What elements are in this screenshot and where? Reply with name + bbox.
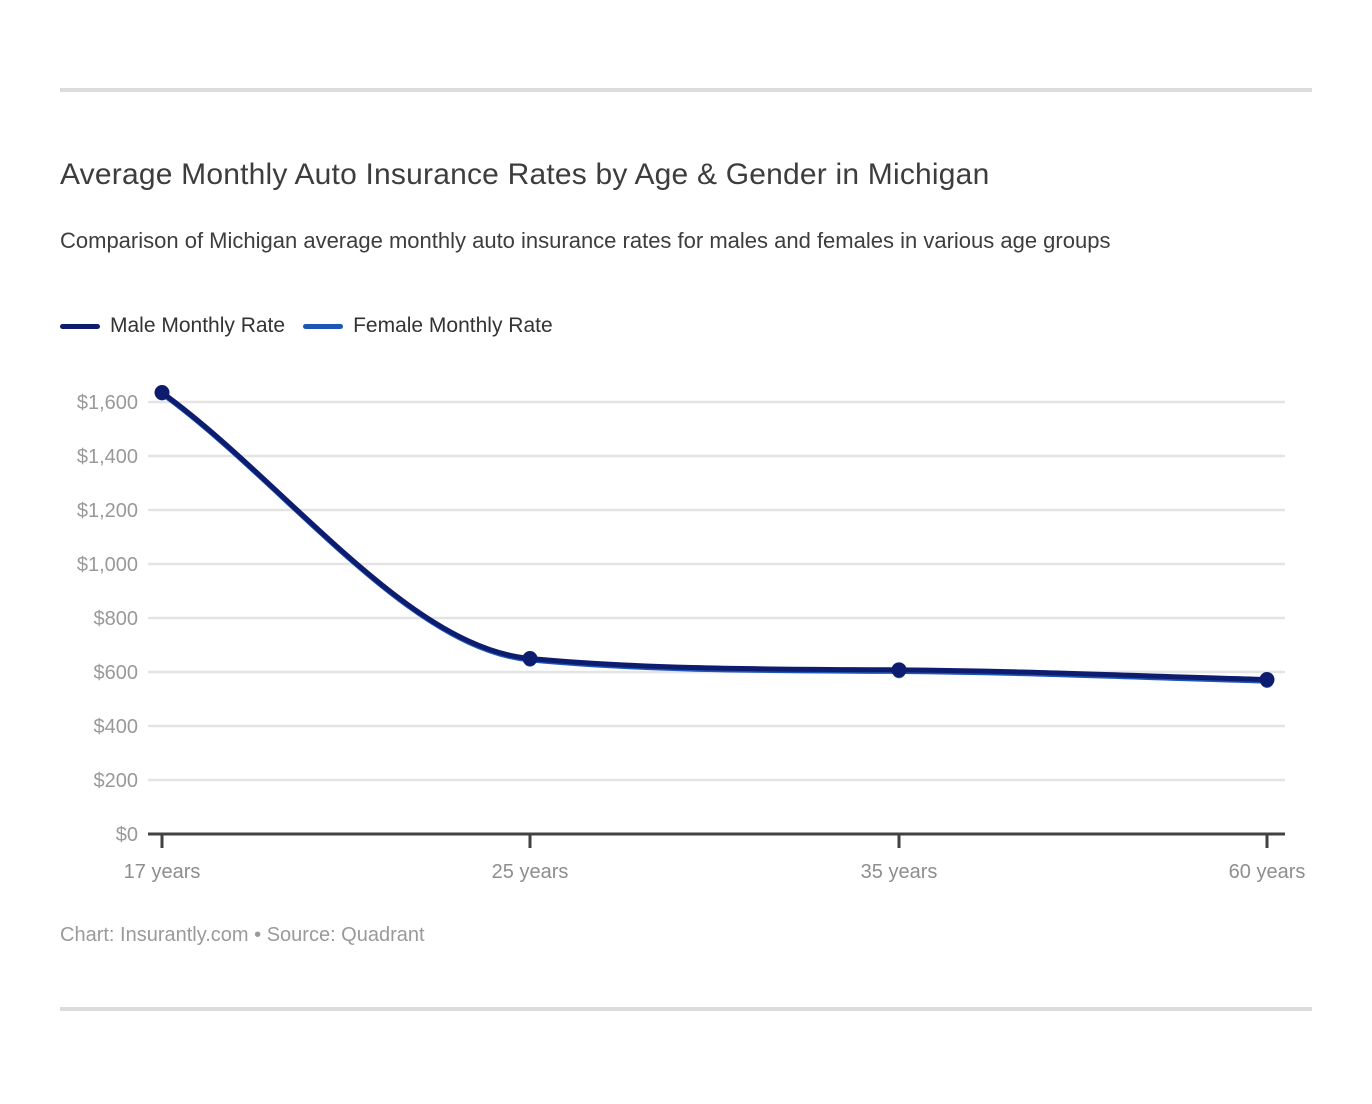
- x-tick-label: 35 years: [861, 861, 938, 883]
- gridlines: [148, 400, 1285, 782]
- male-rate-line: [159, 390, 1270, 683]
- page-subtitle: Comparison of Michigan average monthly a…: [60, 228, 1111, 253]
- y-tick-label: $400: [94, 716, 139, 738]
- legend: Male Monthly Rate Female Monthly Rate: [60, 314, 1312, 338]
- male-data-point[interactable]: [522, 651, 538, 666]
- y-tick-label: $1,200: [77, 500, 138, 522]
- legend-item-male[interactable]: Male Monthly Rate: [60, 314, 285, 338]
- x-tick-label: 25 years: [492, 861, 569, 883]
- legend-label-male: Male Monthly Rate: [110, 314, 286, 337]
- line-chart: $0 $200 $400 $600 $800 $1,000 $1,200 $1,400 $1,6…: [77, 385, 1306, 883]
- male-data-point[interactable]: [1259, 672, 1275, 688]
- y-tick-label: $1,600: [77, 392, 138, 414]
- y-axis-labels: $0 $200 $400 $600 $800 $1,000 $1,200 $1,400 $1,6…: [77, 392, 138, 846]
- y-tick-label: $200: [94, 770, 139, 792]
- legend-item-female[interactable]: Female Monthly Rate: [303, 314, 553, 338]
- y-tick-label: $0: [116, 824, 138, 846]
- x-tick-label: 60 years: [1229, 861, 1306, 883]
- series-female: [155, 387, 1274, 688]
- series-male: [154, 385, 1275, 688]
- male-line-swatch-icon: [60, 323, 100, 329]
- y-tick-label: $800: [94, 608, 139, 630]
- chart-card: Average Monthly Auto Insurance Rates by …: [60, 158, 1312, 947]
- legend-label-female: Female Monthly Rate: [353, 314, 553, 337]
- male-data-point[interactable]: [154, 385, 170, 401]
- x-tick-label: 17 years: [124, 861, 201, 883]
- female-line-swatch-icon: [303, 323, 344, 329]
- x-axis: 17 years 25 years 35 years 60 years: [124, 832, 1306, 883]
- male-data-point[interactable]: [891, 662, 907, 678]
- page-title: Average Monthly Auto Insurance Rates by …: [60, 158, 990, 191]
- chart-credit: Chart: Insurantly.com • Source: Quadrant: [60, 924, 425, 946]
- bottom-divider: [60, 1007, 1312, 1011]
- y-tick-label: $1,000: [77, 554, 138, 576]
- y-tick-label: $1,400: [77, 446, 138, 468]
- top-divider: [60, 88, 1312, 92]
- y-tick-label: $600: [94, 662, 139, 684]
